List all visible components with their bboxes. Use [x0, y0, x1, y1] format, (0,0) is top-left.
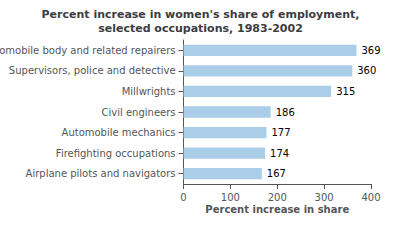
- svg-text:Millwrights: Millwrights: [122, 86, 176, 97]
- svg-text:Percent increase in women's sh: Percent increase in women's share of emp…: [42, 8, 360, 21]
- svg-text:Supervisors, police and detect: Supervisors, police and detective: [9, 65, 176, 76]
- svg-text:selected occupations, 1983-200: selected occupations, 1983-2002: [98, 22, 303, 35]
- svg-text:0: 0: [180, 192, 186, 203]
- svg-text:Automobile body and related re: Automobile body and related repairers: [0, 45, 176, 56]
- svg-text:186: 186: [276, 107, 295, 118]
- svg-text:Firefighting occupations: Firefighting occupations: [56, 148, 176, 159]
- svg-text:360: 360: [357, 65, 376, 76]
- svg-text:177: 177: [271, 127, 290, 138]
- svg-text:369: 369: [361, 45, 380, 56]
- svg-text:167: 167: [267, 168, 286, 179]
- svg-text:200: 200: [268, 192, 287, 203]
- svg-text:Percent increase in share: Percent increase in share: [205, 204, 349, 215]
- svg-text:315: 315: [336, 86, 355, 97]
- svg-text:Civil engineers: Civil engineers: [102, 107, 176, 118]
- svg-text:300: 300: [315, 192, 334, 203]
- svg-text:174: 174: [270, 148, 289, 159]
- svg-text:Automobile mechanics: Automobile mechanics: [62, 127, 176, 138]
- svg-text:100: 100: [221, 192, 240, 203]
- svg-text:400: 400: [361, 192, 380, 203]
- svg-text:Airplane pilots and navigators: Airplane pilots and navigators: [26, 168, 176, 179]
